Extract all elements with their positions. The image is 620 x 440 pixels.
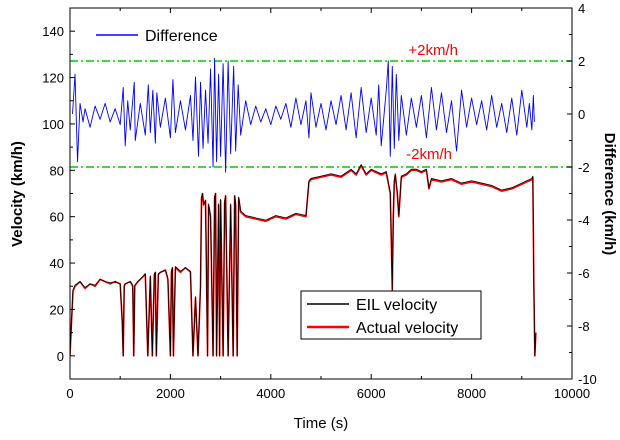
threshold-annotations: +2km/h -2km/h <box>406 42 458 163</box>
y-right-tick-label: -10 <box>578 372 597 387</box>
y-right-tick-label: 4 <box>578 1 585 16</box>
x-axis-title: Time (s) <box>294 415 348 432</box>
threshold-label-plus: +2km/h <box>408 42 458 59</box>
x-tick-label: 0 <box>66 386 73 401</box>
y-left-tick-label: 0 <box>57 349 64 364</box>
legend-difference-label: Difference <box>145 28 218 45</box>
axis-ticks <box>69 7 573 380</box>
y-right-tick-label: -6 <box>578 266 590 281</box>
legend-top: Difference <box>96 28 218 45</box>
y-left-tick-label: 40 <box>50 256 64 271</box>
y-right-tick-label: -8 <box>578 319 590 334</box>
y-left-tick-label: 60 <box>50 210 64 225</box>
x-tick-label: 10000 <box>554 386 590 401</box>
legend-eil-label: EIL velocity <box>356 297 437 314</box>
x-tick-label: 2000 <box>156 386 185 401</box>
y-left-tick-label: 80 <box>50 163 64 178</box>
y-left-tick-label: 140 <box>42 24 64 39</box>
legend-actual-label: Actual velocity <box>356 320 458 337</box>
series-layer <box>70 57 537 357</box>
y-right-axis-title: Difference (km/h) <box>601 133 618 256</box>
legend-bottom: EIL velocity Actual velocity <box>300 290 482 340</box>
y-left-tick-label: 20 <box>50 302 64 317</box>
tick-labels: 0 2000 4000 6000 8000 10000020406080100120140… <box>42 1 597 401</box>
x-tick-label: 6000 <box>357 386 386 401</box>
series-difference <box>72 57 535 173</box>
threshold-label-minus: -2km/h <box>406 146 452 163</box>
y-left-tick-label: 100 <box>42 117 64 132</box>
x-tick-label: 4000 <box>256 386 285 401</box>
legend-box <box>300 290 482 340</box>
y-left-axis-title: Velocity (km/h) <box>9 141 26 247</box>
threshold-lines <box>70 60 572 168</box>
y-right-tick-label: 0 <box>578 107 585 122</box>
x-tick-label: 8000 <box>457 386 486 401</box>
y-right-tick-label: 2 <box>578 54 585 69</box>
series-eil-velocity <box>70 164 537 357</box>
y-right-tick-label: -4 <box>578 213 590 228</box>
y-right-tick-label: -2 <box>578 160 590 175</box>
y-left-tick-label: 120 <box>42 71 64 86</box>
